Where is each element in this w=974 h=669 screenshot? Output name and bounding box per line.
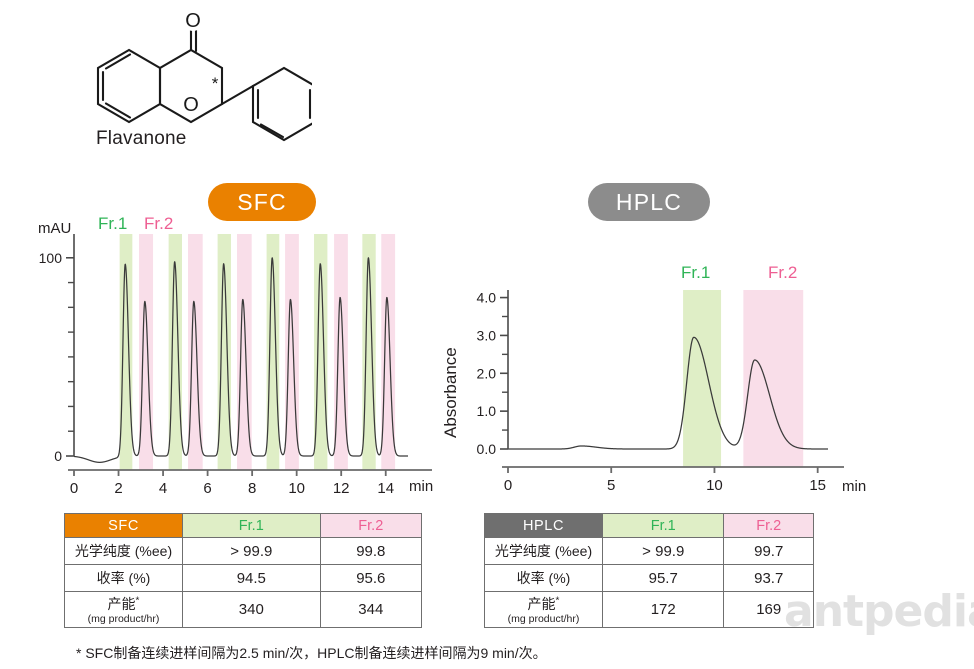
sfc-throughput-text: 产能 [107,596,136,612]
chromatogram-trace [507,336,829,450]
hplc-throughput-fr1: 172 [601,590,725,629]
hplc-yield-fr2: 93.7 [723,564,814,592]
collection-band [743,290,804,467]
collection-band [362,234,376,470]
sfc-row-label-purity: 光学纯度 (%ee) [64,537,183,565]
sfc-chromatogram: mAU Fr.1 Fr.2 0 100 0 2 4 6 8 10 12 14 min [28,206,448,506]
hplc-throughput-text: 产能 [527,596,556,612]
hplc-plot-svg: 0.0 1.0 2.0 3.0 4.0 0 5 10 15 Absorbance [441,290,844,494]
collection-band [314,234,328,470]
molecule-name-label: Flavanone [96,128,187,149]
x-tick-label: 5 [607,477,615,494]
oxygen-carbonyl-mask [182,9,204,31]
hplc-throughput-star: * [555,595,560,607]
hplc-row-label-yield: 收率 (%) [484,564,603,592]
hplc-table-header-method: HPLC [484,513,603,538]
collection-band [683,290,722,467]
hplc-throughput-units: (mg product/hr) [507,613,580,625]
table-row: 产能* (mg product/hr) 172 169 [484,590,814,629]
y-tick-label: 3.0 [477,327,497,343]
sfc-table-header-fr1: Fr.1 [182,513,321,538]
sfc-badge: SFC [208,183,316,221]
sfc-table-header-method: SFC [64,513,183,538]
sfc-row-label-yield: 收率 (%) [64,564,183,592]
hplc-row-label-throughput: 产能* (mg product/hr) [484,590,603,629]
hplc-throughput-fr2: 169 [723,590,814,629]
hplc-x-unit-label: min [842,478,867,495]
table-row: 收率 (%) 95.7 93.7 [484,564,814,592]
table-row: 光学纯度 (%ee) > 99.9 99.8 [64,537,423,565]
collection-band [168,234,182,470]
hplc-table-header-fr2: Fr.2 [723,513,814,538]
y-tick-label: 0.0 [477,441,497,457]
hplc-badge: HPLC [588,183,710,221]
sfc-table-header-fr2: Fr.2 [319,513,423,538]
hplc-yield-fr1: 95.7 [601,564,725,592]
x-tick-label: 4 [159,480,167,497]
table-row: 收率 (%) 94.5 95.6 [64,564,423,592]
y-tick-label: 0 [54,448,62,464]
x-tick-label: 15 [809,477,826,494]
sfc-purity-fr2: 99.8 [319,537,423,565]
hplc-table-header-fr1: Fr.1 [601,513,725,538]
sfc-plot-svg: 0 100 0 2 4 6 8 10 12 14 [39,234,432,497]
sfc-throughput-fr1: 340 [182,590,321,629]
hplc-y-axis-title: Absorbance [441,347,460,438]
collection-band [334,234,348,470]
sfc-results-table: SFC Fr.1 Fr.2 光学纯度 (%ee) > 99.9 99.8 收率 … [64,513,423,629]
x-tick-label: 12 [333,480,350,497]
collection-band [119,234,133,470]
collection-band [266,234,280,470]
chromatogram-trace [73,257,409,463]
sfc-fr2-legend: Fr.2 [144,214,174,233]
sfc-x-unit-label: min [409,478,434,495]
hplc-fr2-legend: Fr.2 [768,263,798,282]
flavanone-skeleton-svg: O O * [96,9,317,142]
table-row: 光学纯度 (%ee) > 99.9 99.7 [484,537,814,565]
hplc-chromatogram: Fr.1 Fr.2 0.0 1.0 2.0 3.0 4.0 0 5 10 15 Absorbanc… [430,206,890,506]
x-tick-label: 0 [504,477,512,494]
molecule-structure: O O * [72,6,317,166]
table-header-row: SFC Fr.1 Fr.2 [64,513,423,538]
carbonyl-oxygen-label: O [185,10,201,32]
x-tick-label: 0 [70,480,78,497]
table-header-row: HPLC Fr.1 Fr.2 [484,513,814,538]
x-tick-label: 6 [203,480,211,497]
x-tick-label: 8 [248,480,256,497]
y-tick-label: 4.0 [477,290,497,306]
sfc-yield-fr2: 95.6 [319,564,423,592]
ring-oxygen-label: O [183,94,199,116]
table-row: 产能* (mg product/hr) 340 344 [64,590,423,629]
x-tick-label: 14 [377,480,394,497]
y-tick-label: 100 [39,250,63,266]
sfc-fr1-legend: Fr.1 [98,214,128,233]
sfc-throughput-fr2: 344 [319,590,423,629]
sfc-throughput-units: (mg product/hr) [87,613,160,625]
hplc-purity-fr2: 99.7 [723,537,814,565]
y-tick-label: 1.0 [477,403,497,419]
sfc-y-unit-label: mAU [38,220,72,237]
sfc-throughput-star: * [135,595,140,607]
collection-band [217,234,231,470]
hplc-row-label-purity: 光学纯度 (%ee) [484,537,603,565]
oxygen-ring-mask [181,94,201,114]
x-tick-label: 10 [288,480,305,497]
hplc-fr1-legend: Fr.1 [681,263,711,282]
sfc-purity-fr1: > 99.9 [182,537,321,565]
x-tick-label: 2 [114,480,122,497]
sfc-row-label-throughput: 产能* (mg product/hr) [64,590,183,629]
hplc-results-table: HPLC Fr.1 Fr.2 光学纯度 (%ee) > 99.9 99.7 收率… [484,513,814,629]
x-tick-label: 10 [706,477,723,494]
sfc-yield-fr1: 94.5 [182,564,321,592]
stereocenter-asterisk: * [212,74,219,93]
hplc-purity-fr1: > 99.9 [601,537,725,565]
y-tick-label: 2.0 [477,365,497,381]
footnote-text: * SFC制备连续进样间隔为2.5 min/次，HPLC制备连续进样间隔为9 m… [76,645,547,661]
